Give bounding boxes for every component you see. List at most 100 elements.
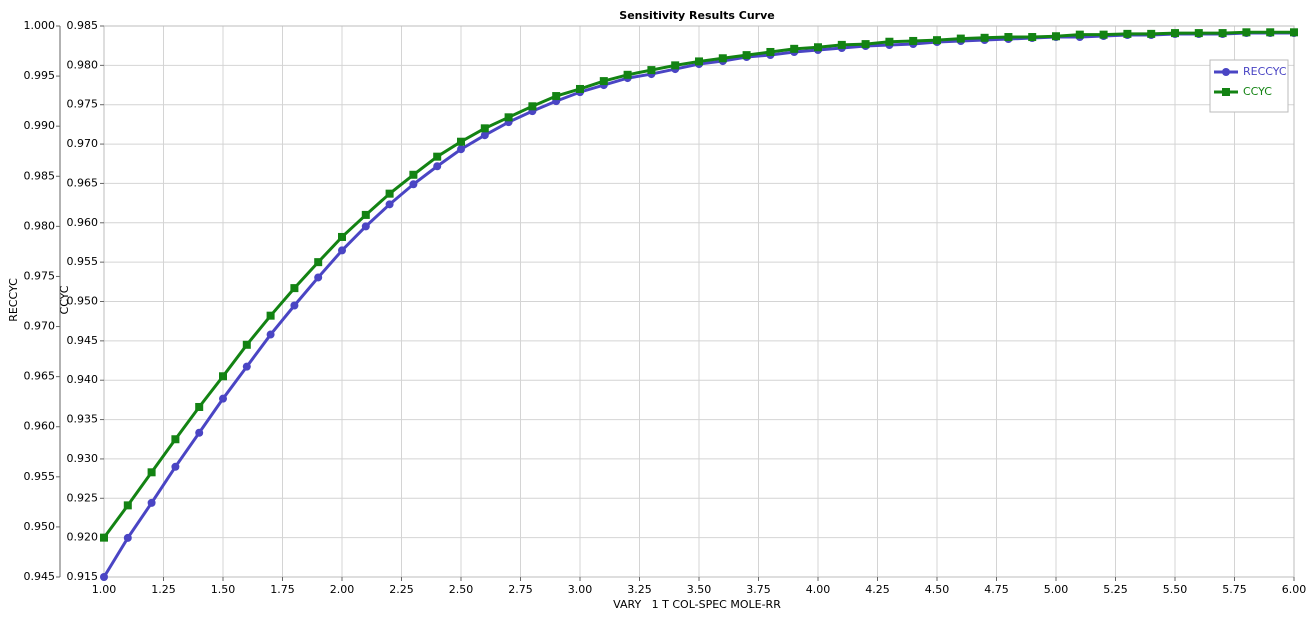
marker	[1075, 30, 1084, 39]
x-tick-label: 6.00	[1282, 583, 1307, 596]
y2-tick-label: 0.965	[67, 176, 99, 189]
y2-tick-label: 0.940	[67, 373, 99, 386]
marker	[1218, 29, 1227, 38]
marker	[766, 47, 775, 56]
marker	[100, 573, 108, 581]
marker	[385, 189, 394, 198]
marker	[409, 180, 418, 189]
marker	[742, 51, 751, 60]
marker	[266, 330, 275, 339]
y-tick-label: 0.945	[24, 570, 56, 583]
marker	[338, 246, 346, 255]
y2-tick-label: 0.930	[67, 452, 99, 465]
y-tick-label: 0.980	[24, 219, 56, 232]
y2-tick-label: 0.975	[67, 98, 99, 111]
marker	[171, 435, 180, 444]
marker	[695, 57, 703, 66]
legend-marker	[1222, 68, 1230, 76]
marker	[314, 258, 323, 267]
y-axis-label: RECCYC	[7, 278, 20, 322]
marker	[123, 533, 132, 542]
y2-tick-label: 0.935	[67, 413, 99, 426]
x-tick-label: 2.00	[330, 583, 355, 596]
y-tick-label: 0.975	[24, 269, 56, 282]
marker	[671, 61, 680, 70]
x-tick-label: 5.75	[1222, 583, 1247, 596]
marker	[171, 462, 180, 471]
y2-tick-label: 0.960	[67, 216, 99, 229]
marker	[361, 210, 370, 219]
x-tick-label: 4.00	[806, 583, 831, 596]
marker	[528, 102, 537, 111]
marker	[647, 66, 656, 75]
marker	[409, 170, 418, 179]
marker	[100, 533, 108, 542]
marker	[885, 37, 894, 46]
x-tick-label: 3.25	[627, 583, 652, 596]
marker	[980, 33, 989, 42]
marker	[314, 273, 323, 282]
marker	[147, 498, 156, 507]
marker	[1147, 29, 1156, 38]
marker	[861, 40, 870, 49]
marker	[1242, 28, 1251, 37]
marker	[1052, 32, 1060, 41]
legend-box	[1209, 59, 1289, 113]
y2-tick-label: 0.920	[67, 531, 99, 544]
marker	[242, 340, 251, 349]
x-tick-label: 2.50	[449, 583, 474, 596]
marker	[576, 84, 584, 93]
marker	[504, 113, 513, 122]
x-tick-label: 4.25	[865, 583, 890, 596]
x-tick-label: 1.25	[151, 583, 176, 596]
y-tick-label: 1.000	[24, 19, 56, 32]
marker	[599, 77, 608, 86]
marker	[433, 152, 442, 161]
marker	[956, 34, 965, 43]
marker	[480, 131, 489, 140]
x-tick-label: 4.50	[925, 583, 950, 596]
y2-tick-label: 0.925	[67, 491, 99, 504]
x-tick-label: 1.75	[270, 583, 295, 596]
x-tick-label: 3.00	[568, 583, 593, 596]
marker	[266, 311, 275, 320]
marker	[909, 36, 918, 45]
marker	[242, 362, 251, 371]
legend-marker	[1222, 88, 1230, 96]
x-axis-label: VARY 1 T COL-SPEC MOLE-RR	[613, 598, 781, 611]
x-tick-label: 3.50	[687, 583, 712, 596]
y2-tick-label: 0.980	[67, 58, 99, 71]
marker	[1194, 29, 1203, 38]
y-tick-label: 0.950	[24, 520, 56, 533]
y-tick-label: 0.990	[24, 119, 56, 132]
x-tick-label: 5.50	[1163, 583, 1188, 596]
marker	[147, 468, 156, 477]
marker	[1290, 28, 1298, 37]
marker	[623, 70, 632, 79]
marker	[361, 222, 370, 231]
y-tick-label: 0.970	[24, 320, 56, 333]
marker	[1099, 30, 1108, 39]
y2-tick-label: 0.950	[67, 295, 99, 308]
x-tick-label: 1.50	[211, 583, 236, 596]
y-tick-label: 0.995	[24, 69, 56, 82]
legend-label: RECCYC	[1243, 65, 1287, 78]
marker	[1171, 29, 1179, 38]
marker	[1266, 28, 1275, 37]
marker	[219, 372, 227, 381]
marker	[457, 137, 465, 146]
marker	[123, 501, 132, 510]
marker	[290, 301, 299, 310]
y2-tick-label: 0.955	[67, 255, 99, 268]
y2-tick-label: 0.915	[67, 570, 99, 583]
marker	[457, 145, 465, 154]
x-tick-label: 2.25	[389, 583, 414, 596]
marker	[837, 40, 846, 49]
marker	[1123, 29, 1132, 38]
y2-tick-label: 0.985	[67, 19, 99, 32]
legend-label: CCYC	[1243, 85, 1272, 98]
x-tick-label: 4.75	[984, 583, 1009, 596]
marker	[480, 124, 489, 133]
marker	[195, 428, 204, 437]
